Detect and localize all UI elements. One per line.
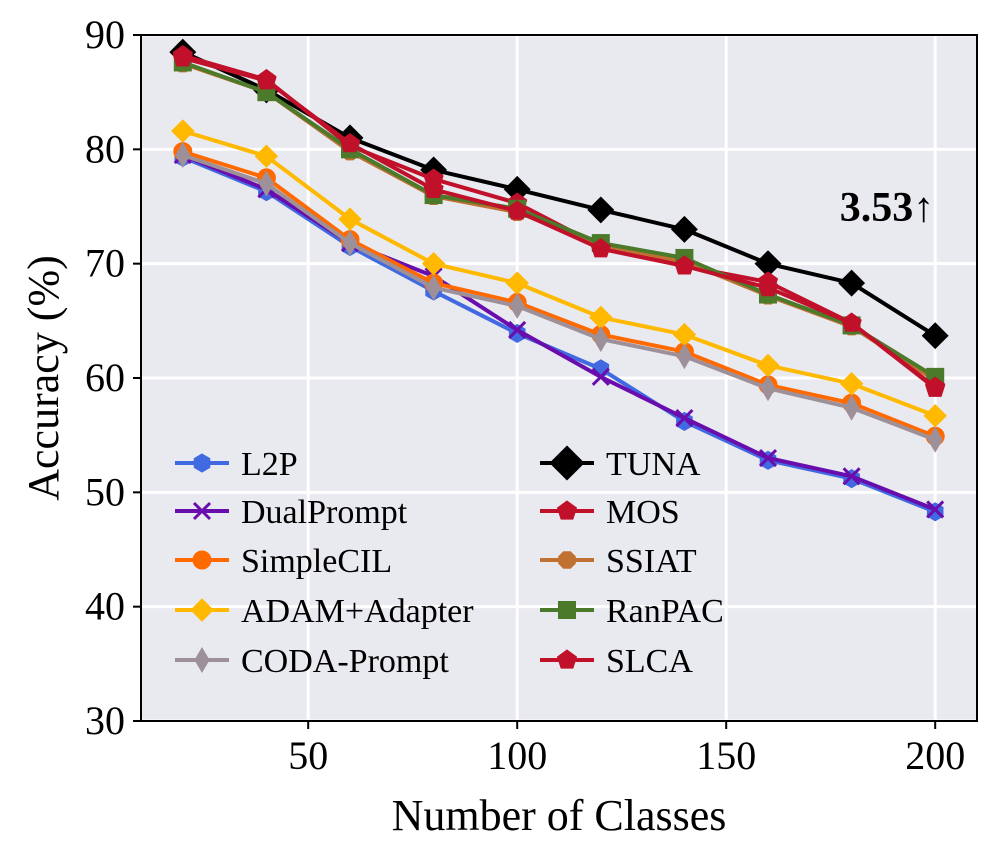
data-point-slca bbox=[172, 47, 193, 67]
data-point-adam-adapter bbox=[338, 207, 362, 231]
x-axis-label: Number of Classes bbox=[392, 791, 727, 840]
data-point-coda-prompt bbox=[342, 230, 358, 257]
legend-marker bbox=[192, 550, 212, 570]
improvement-annotation: 3.53↑ bbox=[840, 185, 935, 231]
y-tick-label: 50 bbox=[85, 469, 125, 514]
data-point-slca bbox=[507, 200, 528, 220]
data-point-coda-prompt bbox=[509, 292, 525, 319]
legend-label: TUNA bbox=[606, 446, 701, 483]
legend-marker bbox=[193, 453, 211, 473]
data-point-slca bbox=[339, 132, 361, 153]
legend-marker bbox=[558, 551, 576, 569]
series-layer bbox=[169, 38, 949, 522]
data-point-slca bbox=[590, 238, 611, 258]
legend-item-ranpac: RanPAC bbox=[540, 593, 724, 630]
legend-item-simplecil: SimpleCIL bbox=[175, 543, 392, 580]
legend-label: RanPAC bbox=[606, 593, 724, 630]
data-point-slca bbox=[674, 255, 695, 275]
data-point-slca bbox=[841, 312, 862, 332]
legend-item-l2p: L2P bbox=[175, 446, 298, 483]
legend-item-ssiat: SSIAT bbox=[540, 543, 697, 580]
legend-label: SimpleCIL bbox=[241, 543, 392, 580]
y-tick-label: 90 bbox=[85, 12, 125, 57]
series-line-adam-adapter bbox=[182, 129, 936, 418]
series-line-dualprompt bbox=[182, 153, 936, 512]
data-point-slca bbox=[757, 277, 779, 297]
data-point-coda-prompt bbox=[927, 426, 943, 453]
legend-label: CODA-Prompt bbox=[241, 643, 449, 680]
legend-label: DualPrompt bbox=[241, 494, 408, 531]
data-point-dualprompt bbox=[842, 467, 861, 486]
series-line-l2p bbox=[182, 155, 936, 514]
series-line-slca bbox=[182, 55, 937, 389]
series-slca bbox=[172, 47, 946, 396]
legend-marker bbox=[556, 500, 578, 520]
data-point-adam-adapter bbox=[923, 404, 947, 428]
data-point-slca bbox=[256, 70, 277, 90]
data-point-coda-prompt bbox=[676, 343, 692, 370]
legend-marker bbox=[558, 601, 576, 619]
legend-item-coda-prompt: CODA-Prompt bbox=[175, 643, 449, 680]
data-point-coda-prompt bbox=[258, 170, 274, 197]
legend-label: ADAM+Adapter bbox=[241, 593, 474, 630]
series-coda-prompt bbox=[175, 142, 943, 453]
data-point-tuna bbox=[587, 196, 615, 224]
legend-marker bbox=[190, 598, 214, 622]
data-point-coda-prompt bbox=[844, 394, 860, 421]
data-point-coda-prompt bbox=[593, 326, 609, 353]
legend-marker bbox=[194, 647, 210, 673]
x-tick-label: 200 bbox=[905, 733, 965, 778]
legend-marker bbox=[549, 445, 585, 481]
axis-ticks: 50 100 150 200 30 40 50 60 70 80 90 bbox=[85, 12, 965, 778]
legend-marker bbox=[192, 501, 212, 521]
y-tick-label: 30 bbox=[85, 698, 125, 743]
data-point-tuna bbox=[670, 215, 698, 243]
data-point-dualprompt bbox=[508, 320, 527, 340]
series-adam-adapter bbox=[171, 119, 947, 428]
data-point-dualprompt bbox=[675, 408, 694, 428]
data-point-coda-prompt bbox=[760, 375, 776, 402]
data-point-adam-adapter bbox=[254, 144, 279, 168]
series-line-simplecil bbox=[182, 149, 936, 439]
data-point-slca bbox=[925, 376, 946, 396]
series-line-ranpac bbox=[182, 60, 937, 379]
data-point-adam-adapter bbox=[839, 372, 864, 396]
y-axis-label: Accuracy (%) bbox=[19, 255, 68, 501]
legend-item-adam-adapter: ADAM+Adapter bbox=[175, 593, 474, 630]
legend: L2P DualPrompt SimpleCIL ADAM+Adapter CODA-P… bbox=[175, 445, 724, 680]
x-tick-label: 150 bbox=[696, 733, 756, 778]
data-point-adam-adapter bbox=[171, 119, 195, 143]
x-tick-label: 50 bbox=[288, 733, 328, 778]
legend-item-tuna: TUNA bbox=[540, 445, 701, 483]
data-point-coda-prompt bbox=[175, 142, 191, 169]
data-point-dualprompt bbox=[926, 500, 945, 519]
legend-item-slca: SLCA bbox=[540, 643, 693, 680]
data-point-slca bbox=[423, 178, 444, 198]
legend-item-dualprompt: DualPrompt bbox=[175, 494, 408, 531]
legend-item-mos: MOS bbox=[540, 494, 680, 531]
y-tick-label: 70 bbox=[85, 241, 125, 286]
y-tick-label: 80 bbox=[85, 126, 125, 171]
x-tick-label: 100 bbox=[487, 733, 547, 778]
legend-label: SSIAT bbox=[606, 543, 697, 580]
data-point-tuna bbox=[921, 322, 949, 350]
data-point-adam-adapter bbox=[421, 251, 446, 276]
data-point-tuna bbox=[838, 269, 866, 297]
data-point-coda-prompt bbox=[426, 274, 442, 301]
legend-label: SLCA bbox=[606, 643, 693, 680]
legend-label: MOS bbox=[606, 494, 680, 531]
y-tick-label: 40 bbox=[85, 584, 125, 629]
data-point-dualprompt bbox=[591, 367, 610, 386]
legend-marker bbox=[556, 649, 578, 669]
y-tick-label: 60 bbox=[85, 355, 125, 400]
data-point-dualprompt bbox=[758, 448, 778, 468]
series-line-coda-prompt bbox=[182, 153, 936, 442]
legend-label: L2P bbox=[241, 446, 298, 483]
